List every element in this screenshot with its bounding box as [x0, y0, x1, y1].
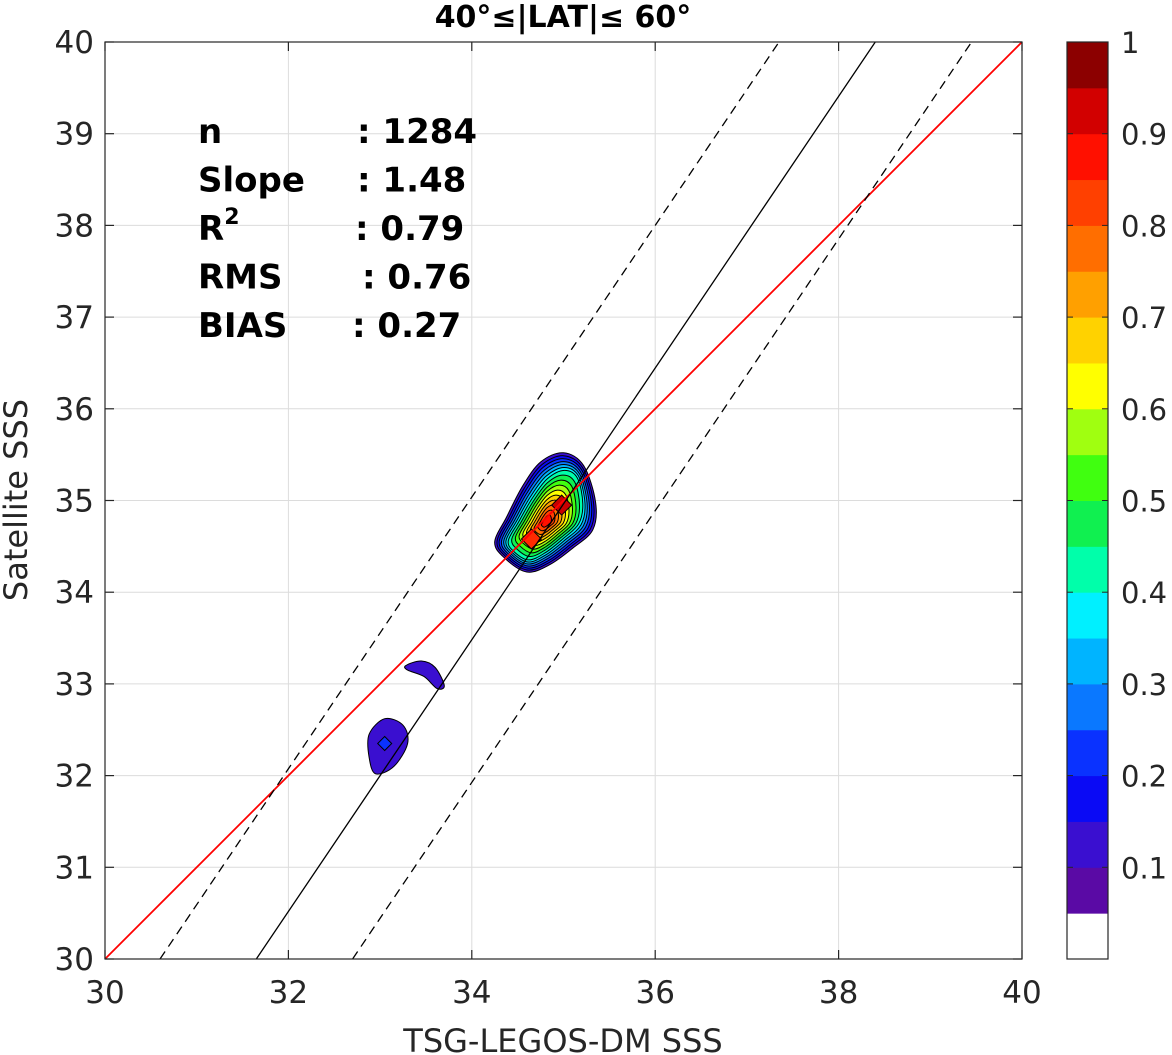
reference-lines	[105, 42, 1022, 959]
colorbar-tick-label: 0.7	[1121, 301, 1167, 335]
lower-bound-line	[352, 42, 973, 959]
colorbar-tick-label: 0.9	[1121, 118, 1167, 152]
colorbar-tick-label: 0.5	[1121, 485, 1167, 519]
colorbar: 0.1 0.2 0.3 0.4 0.5 0.6 0.7 0.8 0.9 1	[1066, 26, 1167, 960]
y-axis-label: Satellite SSS	[0, 399, 35, 601]
stat-value: : 0.79	[355, 209, 464, 249]
x-tick-label: 34	[452, 975, 491, 1011]
density-peak	[376, 735, 393, 752]
colorbar-tick-label: 0.3	[1121, 668, 1167, 702]
stat-label: RMS	[198, 258, 283, 298]
colorbar-tick-label: 0.2	[1121, 760, 1167, 794]
stat-value: : 1284	[357, 112, 477, 152]
upper-bound-line	[159, 42, 780, 959]
stat-label: Slope	[198, 161, 305, 201]
x-tick-label: 38	[819, 975, 858, 1011]
colorbar-segment	[1067, 500, 1108, 547]
stat-value: : 1.48	[357, 161, 466, 201]
colorbar-segment	[1067, 592, 1108, 639]
colorbar-segment	[1067, 362, 1108, 410]
colorbar-segment	[1067, 179, 1108, 226]
stat-label: BIAS	[198, 306, 287, 346]
colorbar-segment	[1067, 87, 1108, 135]
x-tick-label: 30	[85, 975, 124, 1011]
colorbar-segment	[1067, 42, 1108, 89]
y-tick-label: 39	[55, 117, 94, 153]
stat-label: n	[198, 112, 222, 152]
colorbar-tick-label: 0.6	[1121, 393, 1167, 427]
x-tick-label: 36	[635, 975, 674, 1011]
y-tick-label: 36	[55, 392, 94, 428]
y-tick-label: 30	[55, 942, 94, 978]
colorbar-segment	[1067, 638, 1108, 685]
colorbar-tick-label: 0.8	[1121, 209, 1167, 243]
colorbar-tick-label: 0.1	[1121, 851, 1167, 885]
y-tick-label: 34	[55, 575, 94, 611]
colorbar-segment	[1067, 454, 1108, 501]
contour-blob	[404, 660, 445, 690]
stat-value: : 0.27	[352, 306, 461, 346]
x-tick-label: 40	[1002, 975, 1041, 1011]
colorbar-segment	[1067, 225, 1108, 272]
colorbar-segment	[1067, 867, 1108, 914]
y-tick-label: 40	[55, 25, 94, 61]
regression-line	[255, 42, 876, 959]
axis-ticks: 30 32 34 36 38 40 30 31 32 33 34 35 36 37 38 39 40	[55, 25, 1042, 1011]
y-tick-label: 33	[55, 667, 94, 703]
colorbar-segment	[1067, 821, 1108, 868]
colorbar-segment	[1067, 775, 1108, 822]
colorbar-segment	[1067, 408, 1108, 456]
colorbar-segment	[1067, 683, 1108, 731]
colorbar-segment	[1067, 133, 1108, 181]
y-tick-label: 35	[55, 484, 94, 520]
stat-value: : 0.76	[362, 258, 471, 298]
y-tick-label: 32	[55, 759, 94, 795]
colorbar-segment	[1067, 271, 1108, 318]
y-tick-label: 38	[55, 208, 94, 244]
colorbar-tick-label: 0.4	[1121, 576, 1167, 610]
x-axis-label: TSG-LEGOS-DM SSS	[402, 1022, 722, 1055]
colorbar-tick-label: 1	[1121, 26, 1139, 60]
colorbar-segment	[1067, 729, 1108, 777]
y-tick-label: 37	[55, 300, 94, 336]
grid-lines	[104, 41, 1023, 960]
chart-title: 40°≤|LAT|≤ 60°	[435, 0, 692, 35]
colorbar-segment	[1067, 913, 1108, 960]
colorbar-segment	[1067, 546, 1108, 593]
y-tick-label: 31	[55, 850, 94, 886]
colorbar-segment	[1067, 317, 1108, 364]
x-tick-label: 32	[269, 975, 308, 1011]
